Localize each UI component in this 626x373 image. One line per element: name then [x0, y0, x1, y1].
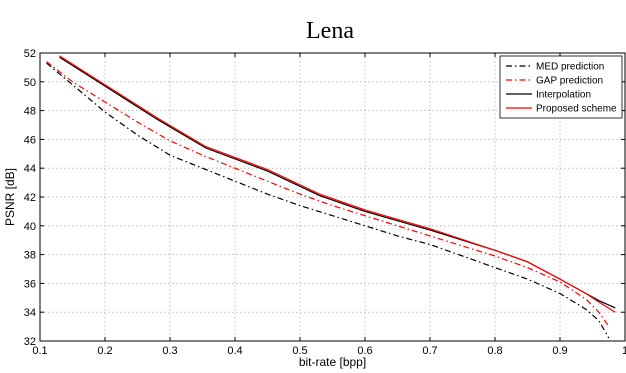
y-tick-label: 46	[24, 134, 36, 146]
legend-label-1: GAP prediction	[536, 76, 603, 87]
y-tick-label: 34	[24, 307, 36, 319]
x-tick-label: 0.4	[227, 345, 242, 357]
x-tick-label: 1	[622, 345, 626, 357]
x-tick-label: 0.1	[32, 345, 47, 357]
series-line-0	[46, 62, 610, 339]
y-tick-label: 36	[24, 278, 36, 290]
x-tick-label: 0.5	[292, 345, 307, 357]
y-tick-label: 42	[24, 192, 36, 204]
x-axis-label: bit-rate [bpp]	[299, 355, 366, 369]
y-axis-label: PSNR [dB]	[3, 168, 17, 226]
chart-title: Lena	[306, 18, 354, 44]
legend-label-3: Proposed scheme	[536, 104, 617, 115]
legend: MED prediction GAP prediction Interpolatio…	[499, 55, 623, 119]
legend-label-2: Interpolation	[536, 90, 591, 101]
axis-ticks: 0.1 0.2 0.3 0.4 0.5 0.6 0.7 0.8 0.9 1 32 34 36 38 40 42…	[24, 48, 626, 357]
x-tick-label: 0.3	[162, 345, 177, 357]
x-tick-label: 0.6	[357, 345, 372, 357]
y-tick-label: 32	[24, 336, 36, 348]
y-tick-label: 44	[24, 163, 36, 175]
x-tick-label: 0.8	[487, 345, 502, 357]
y-tick-label: 52	[24, 48, 36, 60]
series-line-3	[59, 55, 616, 313]
x-tick-label: 0.7	[422, 345, 437, 357]
y-tick-label: 48	[24, 106, 36, 118]
series-lines	[46, 55, 616, 339]
x-tick-label: 0.2	[97, 345, 112, 357]
y-tick-label: 40	[24, 221, 36, 233]
series-line-1	[46, 61, 610, 327]
x-tick-label: 0.9	[552, 345, 567, 357]
y-tick-label: 50	[24, 77, 36, 89]
y-tick-label: 38	[24, 250, 36, 262]
legend-label-0: MED prediction	[536, 62, 604, 73]
